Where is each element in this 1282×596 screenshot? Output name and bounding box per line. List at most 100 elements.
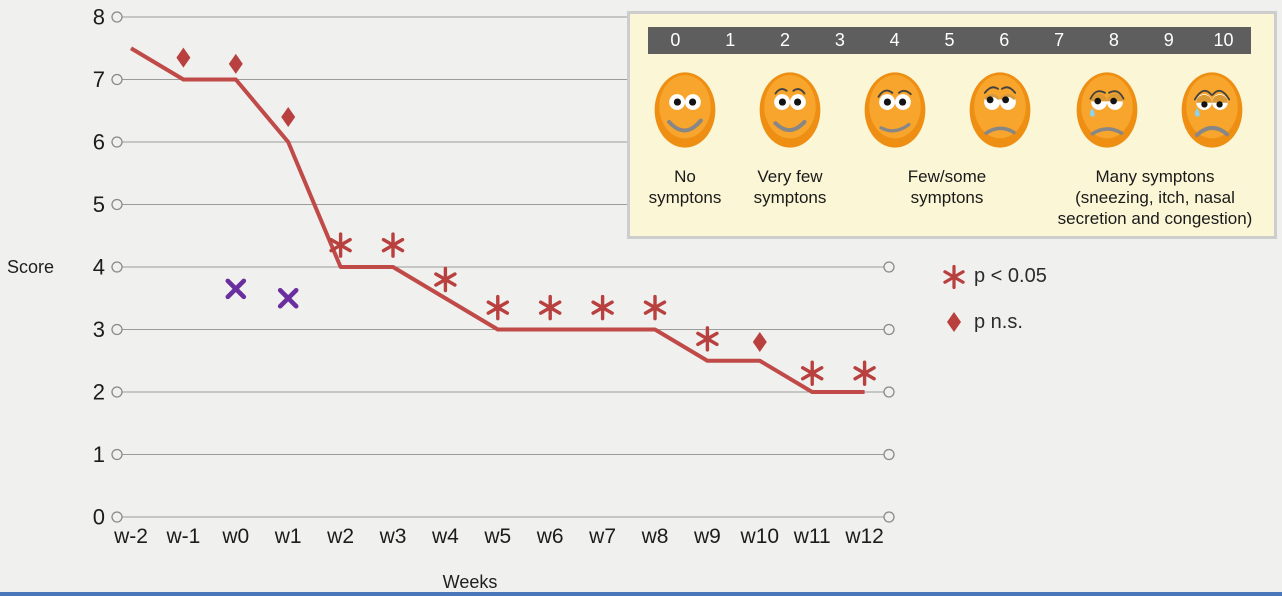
x-tick-label: w11 [793, 525, 831, 548]
y-tick-label: 4 [93, 255, 105, 280]
legend-asterisk-glyph [943, 264, 965, 290]
legend-item-significant: p < 0.05 [941, 263, 1047, 290]
pupil [986, 96, 994, 104]
gridline-left-endpoint [111, 11, 123, 23]
gridline-right-endpoint [883, 511, 895, 523]
mouth [773, 119, 807, 133]
pupil [1201, 101, 1208, 108]
scale-number: 4 [889, 30, 900, 50]
eyebrow [1089, 90, 1106, 100]
y-tick-label: 3 [93, 317, 105, 342]
asterisk-marker-icon [941, 263, 967, 290]
scale-number: 7 [1054, 30, 1065, 50]
face-some-symptoms-icon [969, 72, 1031, 148]
scale-number: 10 [1213, 30, 1234, 50]
scale-number: 0 [670, 30, 681, 50]
gridline-left-endpoint [111, 198, 123, 211]
p-significant-asterisk [381, 232, 405, 258]
scale-number: 1 [725, 30, 736, 50]
x-tick-label: w-1 [165, 525, 200, 548]
symptom-scale-panel: 0 1 2 3 4 5 6 7 8 9 10 No symptons Very few sympton… [627, 11, 1277, 239]
pupil [899, 98, 907, 106]
mouth [984, 126, 1016, 135]
face-no-symptoms-icon [654, 72, 716, 148]
legend-label-significant: p < 0.05 [974, 264, 1047, 287]
x-tick-label: w10 [740, 525, 780, 548]
legend-diamond-glyph [947, 312, 961, 332]
symptom-scale-caption: Many symptons (sneezing, itch, nasal sec… [1057, 167, 1253, 228]
gridline-right-endpoint [883, 386, 895, 398]
symptom-scale-caption: Very few symptons [753, 167, 827, 207]
scale-number: 3 [834, 30, 845, 50]
x-tick-label: w1 [274, 525, 302, 548]
mouth [879, 122, 911, 133]
p-ns-diamond [228, 53, 243, 74]
face-very-few-symptoms-icon [759, 72, 821, 148]
x-tick-label: w8 [641, 525, 669, 548]
x-tick-label: w12 [844, 525, 884, 548]
p-significant-asterisk [643, 294, 667, 321]
eyebrow [898, 89, 912, 96]
eyelid [1212, 94, 1228, 103]
p-significant-asterisk [486, 294, 510, 321]
p-significant-asterisk [853, 360, 876, 386]
gridline-left-endpoint [111, 261, 123, 273]
pupil [1002, 96, 1010, 104]
score-line [129, 46, 865, 394]
p-significant-asterisk [329, 232, 352, 258]
pupil [689, 98, 697, 106]
diamond-marker-icon [941, 309, 967, 335]
symptom-scale-number-bar: 0 1 2 3 4 5 6 7 8 9 10 [648, 27, 1251, 54]
y-tick-label: 7 [93, 67, 105, 92]
x-tick-label: w9 [693, 525, 721, 548]
gridline-left-endpoint [111, 136, 123, 148]
p-ns-diamond [281, 107, 296, 127]
face-many-symptoms-icon [1076, 72, 1138, 148]
y-tick-label: 2 [93, 380, 105, 405]
face-highlight [1186, 75, 1238, 139]
mouth [1090, 127, 1124, 136]
gridline-left-endpoint [111, 448, 123, 461]
face-highlight [869, 75, 921, 139]
legend-item-not-significant: p n.s. [941, 309, 1047, 335]
eyebrow [1193, 89, 1213, 101]
pupil [1094, 97, 1102, 105]
scale-number: 5 [944, 30, 955, 50]
x-tick-label: w2 [326, 525, 354, 548]
gridline-right-endpoint [883, 261, 895, 273]
scale-number: 8 [1108, 30, 1119, 50]
purple-x-marker [225, 278, 247, 300]
gridline-right-endpoint [883, 323, 895, 336]
scale-number: 9 [1163, 30, 1174, 50]
pupil [794, 98, 802, 106]
eyebrow [1001, 86, 1017, 94]
p-ns-diamond [176, 47, 191, 68]
eyelid [1196, 94, 1212, 103]
symptom-scale-caption: Few/some symptons [907, 167, 987, 207]
x-tick-label: w0 [221, 525, 249, 548]
p-significant-asterisk [538, 294, 562, 321]
pupil [1110, 97, 1117, 105]
gridline-right-endpoint [883, 448, 895, 461]
pupil [1216, 101, 1223, 108]
eyelid [1000, 94, 1016, 100]
tear-drop [1089, 108, 1095, 117]
p-ns-diamond [752, 332, 767, 352]
eyebrow [983, 86, 999, 94]
scale-number: 2 [780, 30, 791, 50]
x-tick-label: w3 [379, 525, 407, 548]
y-tick-label: 8 [93, 5, 105, 30]
y-tick-label: 1 [93, 442, 105, 467]
y-tick-label: 5 [93, 192, 105, 217]
eyebrow [877, 89, 894, 98]
eyebrow [774, 88, 788, 95]
bottom-window-edge-bar [0, 592, 1282, 596]
x-tick-label: w6 [536, 525, 564, 548]
pupil [883, 98, 891, 106]
y-tick-label: 6 [93, 130, 105, 155]
p-significant-asterisk [591, 294, 614, 321]
tear-drop [1194, 108, 1200, 117]
y-axis-title: Score [7, 257, 55, 277]
eyebrow [1211, 89, 1231, 101]
face-few-symptoms-icon [864, 72, 926, 148]
